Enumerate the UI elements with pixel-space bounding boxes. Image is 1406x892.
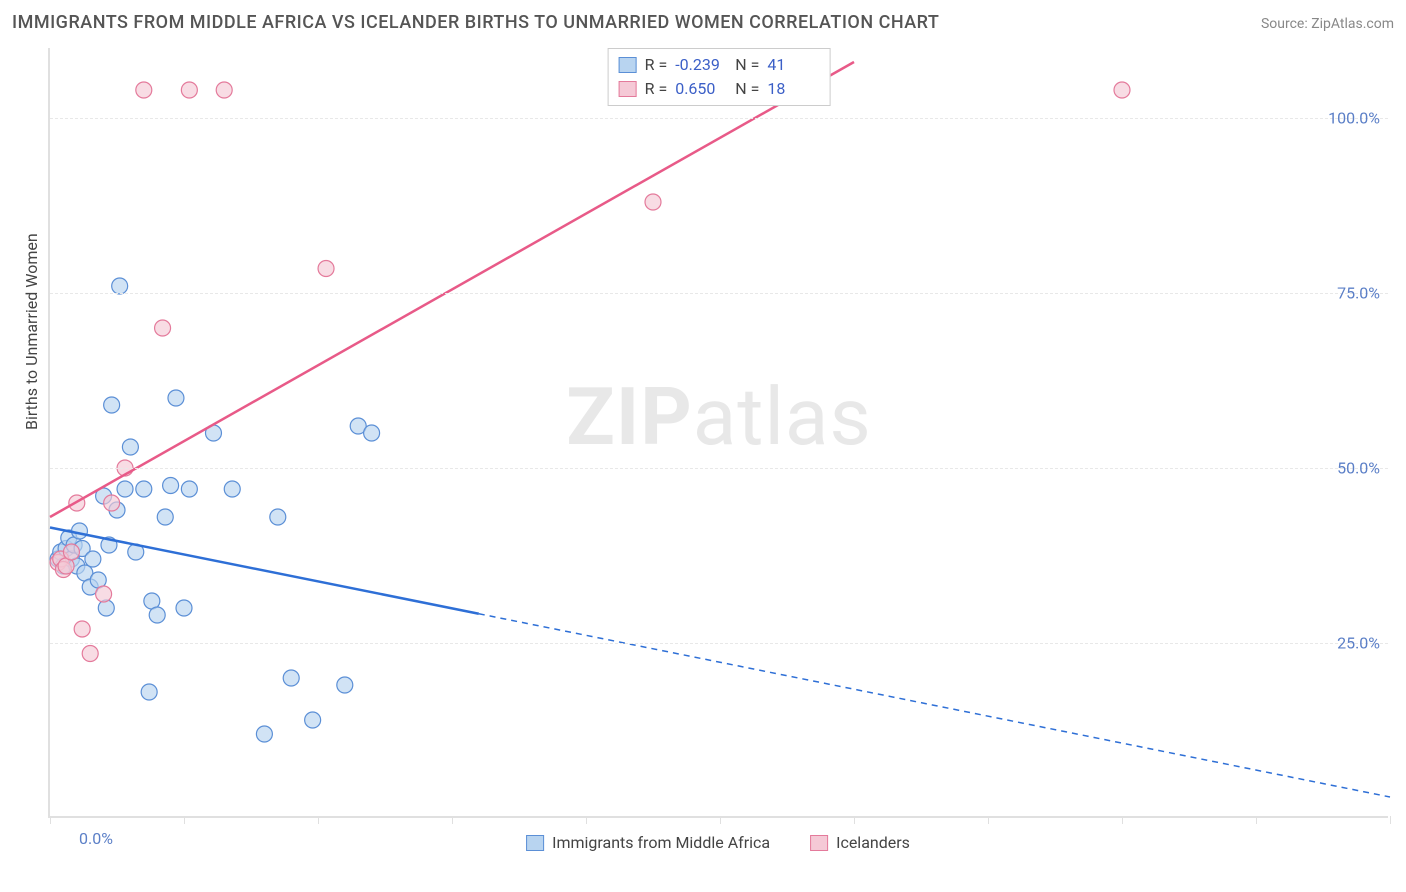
stats-box: R = -0.239 N = 41 R = 0.650 N = 18: [608, 48, 831, 106]
data-point-immigrants: [157, 509, 173, 525]
x-tick: [586, 816, 587, 824]
data-point-immigrants: [176, 600, 192, 616]
regression-line-icelanders: [50, 62, 854, 517]
chart-title: IMMIGRANTS FROM MIDDLE AFRICA VS ICELAND…: [12, 12, 939, 33]
data-point-icelanders: [104, 495, 120, 511]
gridline: [50, 468, 1388, 469]
data-point-immigrants: [283, 670, 299, 686]
regression-line-immigrants: [50, 528, 479, 614]
r-label: R =: [645, 53, 668, 77]
y-axis-label: Births to Unmarried Women: [22, 233, 41, 430]
data-point-immigrants: [305, 712, 321, 728]
y-tick-label: 25.0%: [1337, 634, 1380, 653]
stats-row-icelanders: R = 0.650 N = 18: [619, 77, 820, 101]
r-value-icelanders: 0.650: [675, 77, 727, 101]
n-label: N =: [735, 53, 759, 77]
data-point-icelanders: [318, 261, 334, 277]
data-point-immigrants: [256, 726, 272, 742]
r-label: R =: [645, 77, 668, 101]
data-point-immigrants: [117, 481, 133, 497]
y-tick-label: 100.0%: [1328, 109, 1380, 128]
data-point-immigrants: [71, 523, 87, 539]
data-point-icelanders: [74, 621, 90, 637]
data-point-icelanders: [645, 194, 661, 210]
x-tick: [1122, 816, 1123, 824]
legend-label-immigrants: Immigrants from Middle Africa: [552, 833, 770, 852]
data-point-immigrants: [98, 600, 114, 616]
legend-item-immigrants: Immigrants from Middle Africa: [526, 833, 770, 852]
chart-svg: [50, 48, 1388, 816]
y-tick-label: 50.0%: [1337, 459, 1380, 478]
gridline: [50, 118, 1388, 119]
data-point-immigrants: [337, 677, 353, 693]
regression-line-dashed-immigrants: [479, 614, 1390, 797]
data-point-immigrants: [136, 481, 152, 497]
data-point-icelanders: [1114, 82, 1130, 98]
swatch-icelanders: [810, 835, 828, 851]
data-point-immigrants: [85, 551, 101, 567]
x-tick: [988, 816, 989, 824]
data-point-immigrants: [122, 439, 138, 455]
data-point-immigrants: [364, 425, 380, 441]
legend-item-icelanders: Icelanders: [810, 833, 910, 852]
data-point-icelanders: [63, 544, 79, 560]
legend-label-icelanders: Icelanders: [836, 833, 910, 852]
data-point-immigrants: [270, 509, 286, 525]
gridline: [50, 643, 1388, 644]
data-point-immigrants: [181, 481, 197, 497]
x-tick: [1390, 816, 1391, 824]
data-point-immigrants: [104, 397, 120, 413]
data-point-icelanders: [136, 82, 152, 98]
data-point-icelanders: [155, 320, 171, 336]
n-label: N =: [735, 77, 759, 101]
bottom-legend: Immigrants from Middle Africa Icelanders: [526, 833, 910, 852]
data-point-immigrants: [168, 390, 184, 406]
y-tick-label: 75.0%: [1337, 284, 1380, 303]
x-tick: [452, 816, 453, 824]
gridline: [50, 293, 1388, 294]
x-tick: [1256, 816, 1257, 824]
data-point-immigrants: [141, 684, 157, 700]
swatch-icelanders: [619, 81, 637, 97]
n-value-icelanders: 18: [767, 77, 819, 101]
data-point-immigrants: [112, 278, 128, 294]
data-point-icelanders: [82, 646, 98, 662]
data-point-immigrants: [149, 607, 165, 623]
swatch-immigrants: [619, 57, 637, 73]
data-point-icelanders: [96, 586, 112, 602]
x-tick: [184, 816, 185, 824]
data-point-icelanders: [181, 82, 197, 98]
source-attribution: Source: ZipAtlas.com: [1261, 16, 1394, 32]
x-tick: [318, 816, 319, 824]
data-point-icelanders: [216, 82, 232, 98]
x-tick: [50, 816, 51, 824]
stats-row-immigrants: R = -0.239 N = 41: [619, 53, 820, 77]
swatch-immigrants: [526, 835, 544, 851]
x-tick: [720, 816, 721, 824]
x-tick: [854, 816, 855, 824]
data-point-immigrants: [163, 478, 179, 494]
r-value-immigrants: -0.239: [675, 53, 727, 77]
plot-area: ZIPatlas R = -0.239 N = 41 R = 0.650 N =…: [48, 48, 1388, 818]
data-point-immigrants: [224, 481, 240, 497]
n-value-immigrants: 41: [767, 53, 819, 77]
plot-container: ZIPatlas R = -0.239 N = 41 R = 0.650 N =…: [48, 48, 1388, 856]
x-tick-label: 0.0%: [79, 829, 113, 848]
